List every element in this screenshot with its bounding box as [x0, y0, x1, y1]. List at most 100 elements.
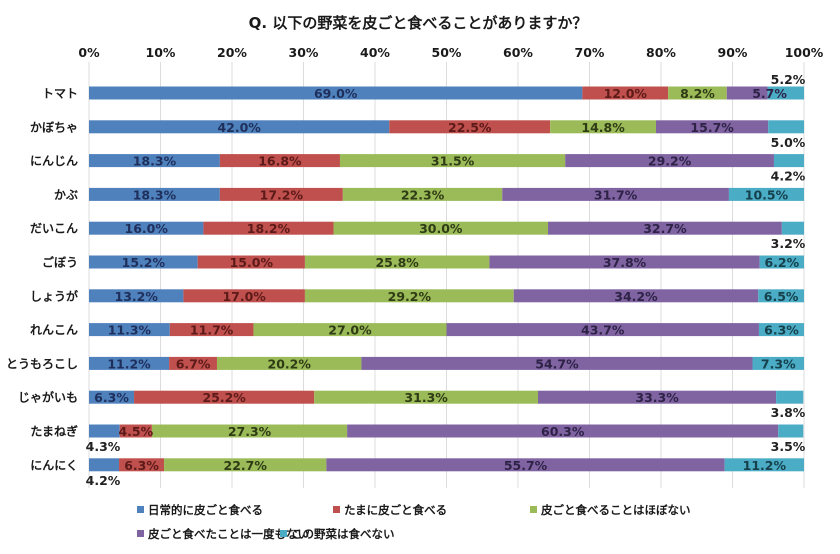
data-label: 11.7%: [190, 323, 234, 338]
bar-segment: [169, 323, 254, 337]
bar-segment: [361, 356, 753, 370]
bar-segment: [89, 289, 184, 303]
category-label: にんにく: [30, 458, 78, 472]
bar-segment: [304, 289, 514, 303]
bar-segment: [89, 120, 390, 134]
data-label: 32.7%: [643, 221, 687, 236]
data-label: 22.7%: [224, 458, 268, 473]
data-label: 60.3%: [541, 424, 585, 439]
legend-swatch: [530, 506, 537, 513]
x-tick-label: 30%: [289, 45, 319, 60]
data-label: 15.2%: [122, 255, 166, 270]
bar-segment: [119, 458, 165, 472]
legend-label: 日常的に皮ごと食べる: [148, 503, 263, 517]
chart-title: Q. 以下の野菜を皮ごと食べることがありますか？: [249, 14, 588, 32]
bar-segment: [333, 221, 549, 235]
data-label: 4.2%: [86, 473, 121, 488]
bar-segment: [134, 390, 315, 404]
x-tick-label: 50%: [432, 45, 462, 60]
bar-segment: [342, 187, 503, 201]
legend-item: この野菜は食べない: [280, 527, 395, 541]
bar-segment: [304, 255, 490, 269]
x-tick-label: 90%: [718, 45, 748, 60]
bar-segment: [724, 458, 804, 472]
data-label: 8.2%: [680, 86, 715, 101]
bar-segment: [89, 356, 170, 370]
category-label: じゃがいも: [18, 390, 78, 405]
data-label: 6.5%: [764, 289, 799, 304]
bar-segment: [89, 154, 220, 168]
category-label: とうもろこし: [6, 357, 78, 371]
bar-segment: [89, 458, 120, 472]
bar-segment: [326, 458, 725, 472]
category-label: かぼちゃ: [30, 120, 78, 134]
x-tick-label: 10%: [146, 45, 176, 60]
data-label: 17.0%: [222, 289, 266, 304]
bar-segment: [164, 458, 327, 472]
x-tick-label: 100%: [785, 45, 824, 60]
data-label: 16.8%: [258, 154, 302, 169]
data-label: 11.2%: [743, 458, 787, 473]
bar-segment: [773, 154, 804, 168]
bar-segment: [502, 187, 729, 201]
data-label: 4.2%: [771, 169, 806, 184]
bar-segment: [253, 323, 447, 337]
bar-segment: [550, 120, 656, 134]
data-label: 12.0%: [604, 86, 648, 101]
bar-segment: [89, 187, 220, 201]
data-label: 69.0%: [314, 86, 358, 101]
data-label: 30.0%: [419, 221, 463, 236]
bar-segment: [582, 86, 669, 100]
bar-segment: [89, 86, 583, 100]
bar-segment: [728, 187, 804, 201]
category-label: ごぼう: [42, 255, 78, 270]
data-label: 54.7%: [535, 356, 579, 371]
data-label: 5.7%: [752, 86, 787, 101]
data-label: 18.3%: [133, 154, 177, 169]
data-label: 16.0%: [125, 221, 169, 236]
data-label: 15.7%: [690, 120, 734, 135]
bar-segment: [758, 289, 804, 303]
category-label: かぶ: [54, 188, 78, 202]
data-label: 6.7%: [176, 356, 211, 371]
bar-segment: [489, 255, 760, 269]
bar-segment: [668, 86, 727, 100]
bar-segment: [169, 356, 217, 370]
legend-label: この野菜は食べない: [291, 527, 395, 541]
x-tick-label: 0%: [78, 45, 100, 60]
data-label: 34.2%: [614, 289, 658, 304]
data-label: 18.3%: [133, 187, 177, 202]
category-label: れんこん: [30, 323, 78, 337]
legend-swatch: [333, 506, 340, 513]
bar-segment: [655, 120, 769, 134]
x-tick-label: 70%: [575, 45, 605, 60]
bar-segment: [389, 120, 551, 134]
data-label: 27.0%: [328, 323, 372, 338]
data-label: 22.3%: [401, 187, 445, 202]
bar-segment: [89, 255, 198, 269]
bar-segment: [446, 323, 759, 337]
x-tick-label: 80%: [646, 45, 676, 60]
bar-segment: [752, 356, 804, 370]
category-label: だいこん: [30, 222, 78, 236]
data-label: 31.7%: [594, 187, 638, 202]
bar-segment: [89, 323, 170, 337]
data-label: 25.8%: [375, 255, 419, 270]
bar-segment: [151, 424, 348, 438]
bar-segment: [203, 221, 334, 235]
category-label: にんじん: [30, 154, 78, 168]
data-label: 17.2%: [260, 187, 304, 202]
data-label: 3.5%: [771, 439, 806, 454]
legend-item: 日常的に皮ごと食べる: [137, 503, 263, 517]
data-label: 43.7%: [581, 323, 625, 338]
data-label: 6.2%: [764, 255, 799, 270]
x-tick-label: 60%: [503, 45, 533, 60]
data-label: 10.5%: [745, 187, 789, 202]
bar-segment: [726, 86, 768, 100]
legend-label: たまに皮ごと食べる: [344, 503, 447, 517]
bar-segment: [119, 424, 152, 438]
bar-segment: [768, 120, 804, 134]
data-label: 29.2%: [648, 154, 692, 169]
data-label: 31.5%: [431, 154, 475, 169]
